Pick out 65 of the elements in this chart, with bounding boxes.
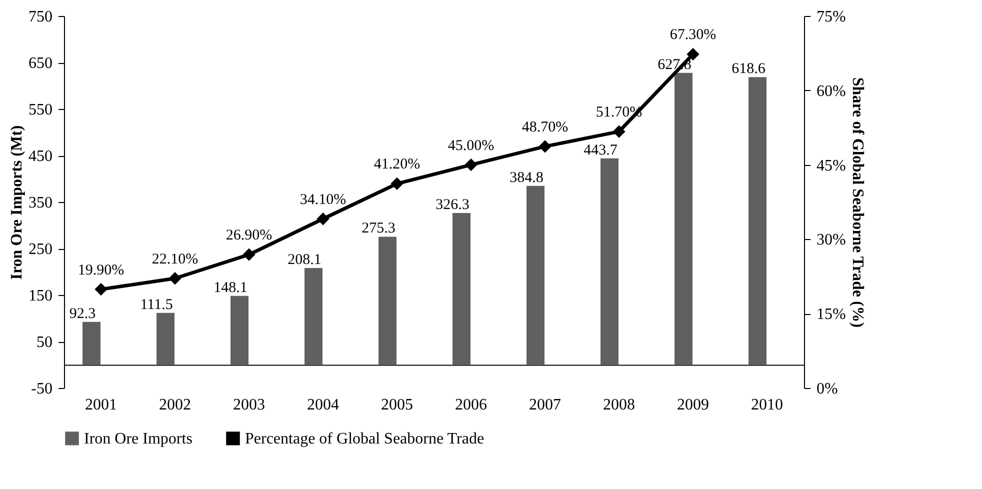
point: [316, 212, 330, 226]
bar: [378, 236, 396, 365]
x-tick-label: 2009: [677, 396, 709, 414]
point: [242, 248, 256, 261]
legend-label: Iron Ore Imports: [84, 430, 192, 448]
y-tick-label: 50: [36, 334, 52, 351]
point: [686, 48, 700, 61]
data-label: 618.6: [732, 61, 766, 78]
y-tick-label: 550: [28, 102, 52, 118]
data-label: 45.00%: [448, 138, 494, 154]
y2-tick-label: 45%: [816, 157, 846, 174]
y-tick-label: 250: [28, 241, 52, 258]
data-label: 384.8: [510, 170, 544, 186]
point: [168, 272, 182, 285]
x-tick-label: 2001: [85, 396, 117, 414]
point: [390, 177, 404, 190]
x-tick-label: 2002: [159, 396, 191, 414]
legend-label: Percentage of Global Seaborne Trade: [245, 430, 484, 448]
data-label: 48.70%: [522, 119, 568, 136]
y2-axis-title: Share of Global Seaborne Trade (%): [848, 77, 866, 328]
x-tick-label: 2010: [751, 396, 783, 414]
data-label: 19.90%: [78, 262, 124, 278]
y-axis-title: Iron Ore Imports (Mt): [8, 125, 26, 280]
bar: [452, 213, 470, 365]
y2-tick-label: 30%: [816, 232, 846, 249]
x-tick-label: 2007: [529, 396, 561, 414]
data-label: 111.5: [140, 296, 173, 313]
data-label: 443.7: [584, 142, 618, 158]
y2-tick-label: 75%: [816, 8, 846, 26]
y2-tick-label: 60%: [816, 82, 846, 100]
point: [464, 158, 478, 172]
point: [538, 140, 552, 153]
y2-tick-label: 0%: [816, 380, 838, 398]
data-label: 92.3: [69, 306, 96, 322]
data-label: 208.1: [288, 252, 322, 268]
x-tick-label: 2008: [603, 396, 635, 414]
bar: [526, 186, 544, 365]
y-tick-label: 750: [28, 8, 52, 26]
bar: [156, 312, 174, 365]
y-tick-label: 650: [28, 55, 52, 72]
y-tick-label: -50: [31, 380, 52, 398]
data-label: 34.10%: [300, 192, 346, 208]
data-label: 41.20%: [374, 156, 420, 173]
data-label: 148.1: [214, 280, 248, 296]
bar: [600, 158, 618, 365]
y2-tick-label: 15%: [816, 306, 846, 324]
data-label: 67.30%: [670, 27, 716, 44]
data-label: 22.10%: [152, 251, 198, 268]
bar: [748, 77, 766, 365]
bar: [674, 72, 692, 365]
data-label: 275.3: [362, 220, 396, 237]
x-tick-label: 2003: [233, 396, 265, 414]
point: [94, 282, 108, 296]
point: [612, 125, 626, 138]
bar: [230, 296, 248, 365]
y-tick-label: 450: [28, 148, 52, 165]
y-tick-label: 350: [28, 194, 52, 212]
x-tick-label: 2005: [381, 396, 413, 414]
y-tick-label: 150: [28, 288, 52, 304]
bar: [304, 268, 322, 365]
x-tick-label: 2006: [455, 396, 487, 414]
bar: [82, 322, 100, 365]
data-label: 326.3: [436, 197, 470, 214]
data-label: 26.90%: [226, 228, 272, 244]
x-tick-label: 2004: [307, 396, 339, 414]
